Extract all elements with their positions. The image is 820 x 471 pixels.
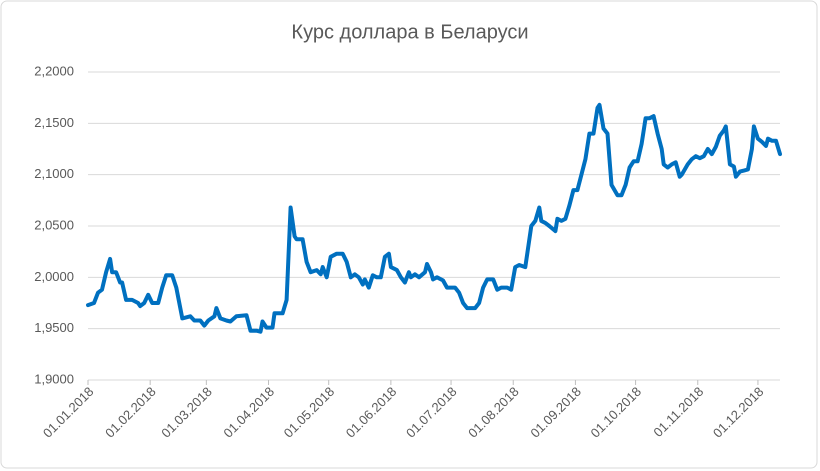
y-tick-label: 2,0500 [34,217,74,232]
y-tick-label: 2,1000 [34,166,74,181]
y-tick-label: 2,1500 [34,115,74,130]
y-tick-label: 2,0000 [34,269,74,284]
y-tick-label: 2,2000 [34,63,74,78]
chart-title: Курс доллара в Беларуси [291,21,528,43]
y-tick-label: 1,9000 [34,371,74,386]
line [86,102,782,334]
y-tick-label: 1,9500 [34,320,74,335]
